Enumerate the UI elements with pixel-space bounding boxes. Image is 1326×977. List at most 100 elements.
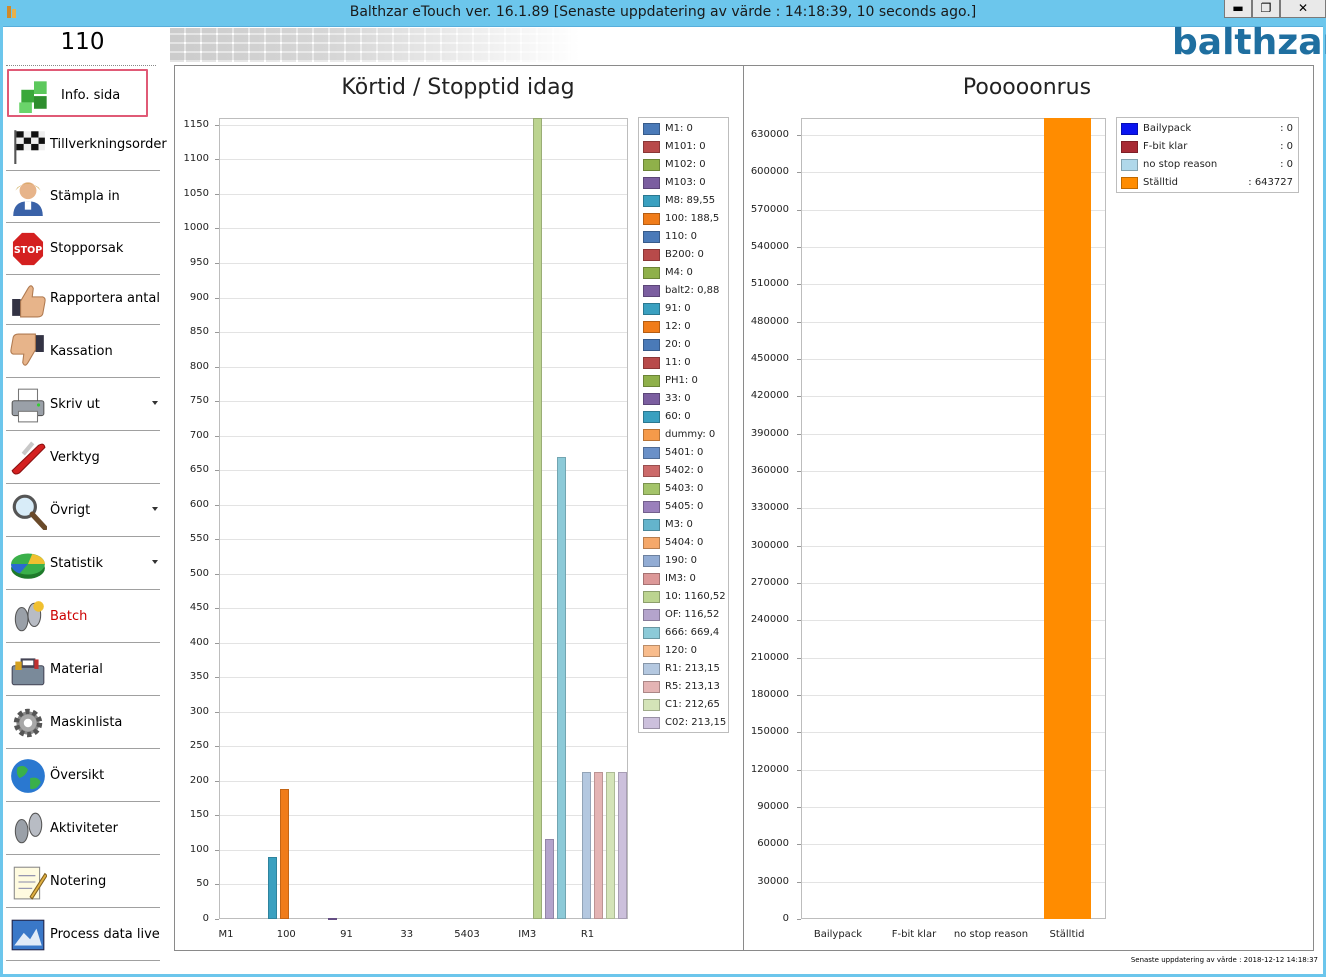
legend-label: 12: 0	[665, 321, 691, 332]
legend-item: 5405: 0	[643, 498, 729, 516]
gridline	[220, 435, 627, 437]
sidebar-item-notering[interactable]: Notering	[6, 856, 160, 908]
y-tick-mark	[215, 608, 219, 610]
y-tick-label: 250	[189, 740, 209, 752]
y-tick-label: 420000	[750, 390, 789, 402]
window-title-bar[interactable]: Balthzar eTouch ver. 16.1.89 [Senaste up…	[0, 0, 1326, 27]
sidebar-item-process-data-live[interactable]: Process data live	[6, 909, 160, 961]
sidebar-item-aktiviteter[interactable]: Aktiviteter	[6, 803, 160, 855]
gridline	[220, 849, 627, 851]
sidebar-item-skriv-ut[interactable]: Skriv ut	[6, 379, 160, 431]
y-tick-label: 1000	[183, 222, 209, 234]
sidebar-item-verktyg[interactable]: Verktyg	[6, 432, 160, 484]
gridline	[802, 321, 1105, 323]
sidebar-item-rapportera-antal[interactable]: Rapportera antal	[6, 273, 160, 325]
legend-label: 33: 0	[665, 393, 691, 404]
close-button[interactable]: ✕	[1280, 0, 1326, 18]
gridline	[802, 844, 1105, 846]
sidebar-item-övrigt[interactable]: Övrigt	[6, 485, 160, 537]
legend-item: C02: 213,15	[643, 714, 729, 732]
y-tick-label: 400	[189, 636, 209, 648]
legend-swatch	[643, 357, 660, 369]
legend-item: 91: 0	[643, 300, 729, 318]
sidebar-item-batch[interactable]: Batch	[6, 591, 160, 643]
gridline	[802, 209, 1105, 211]
y-tick-mark	[215, 815, 219, 817]
y-tick-mark	[797, 172, 801, 174]
legend-label: 666: 669,4	[665, 627, 720, 638]
gridline	[220, 608, 627, 610]
legend-label: 110: 0	[665, 231, 697, 242]
chart-bar	[581, 771, 591, 919]
x-tick-label: M1	[218, 929, 234, 940]
toolbox-icon	[11, 658, 45, 686]
y-tick-mark	[797, 284, 801, 286]
y-tick-label: 390000	[750, 427, 789, 439]
legend-item: OF: 116,52	[643, 606, 729, 624]
legend-label: M3: 0	[665, 519, 693, 530]
gridline	[802, 471, 1105, 473]
x-tick-label: IM3	[518, 929, 537, 940]
legend-swatch	[643, 195, 660, 207]
gridline	[220, 677, 627, 679]
maximize-button[interactable]: ❐	[1252, 0, 1280, 18]
chart-title: Körtid / Stopptid idag	[341, 75, 575, 100]
y-tick-mark	[797, 807, 801, 808]
sidebar-item-tillverkningsorder[interactable]: Tillverkningsorder	[6, 119, 167, 171]
y-tick-label: 480000	[750, 315, 789, 327]
sidebar: 110 Info. sida Tillverkningsorder Stämpla …	[4, 27, 167, 972]
gridline	[220, 711, 627, 713]
x-tick-label: 33	[400, 929, 414, 940]
y-tick-label: 200	[189, 774, 209, 786]
y-tick-mark	[797, 359, 801, 361]
sidebar-item-översikt[interactable]: Översikt	[6, 750, 160, 802]
y-tick-label: 360000	[750, 465, 789, 477]
sidebar-item-label: Batch	[50, 609, 88, 624]
notepad-icon	[13, 866, 47, 900]
sidebar-item-kassation[interactable]: Kassation	[6, 326, 160, 378]
y-tick-label: 330000	[750, 502, 789, 514]
y-tick-label: 800	[189, 360, 209, 372]
gridline	[802, 172, 1105, 174]
legend-label: 5404: 0	[665, 537, 704, 548]
x-tick-label: R1	[580, 929, 595, 940]
y-tick-mark	[797, 508, 801, 510]
y-tick-mark	[215, 366, 219, 368]
legend-swatch	[1121, 141, 1138, 153]
y-tick-mark	[215, 470, 219, 472]
legend-swatch	[643, 393, 660, 405]
y-tick-mark	[215, 297, 219, 299]
minimize-button[interactable]: ▬	[1224, 0, 1252, 18]
legend-label: M102: 0	[665, 159, 706, 170]
chart-bar	[557, 456, 567, 919]
legend-item: dummy: 0	[643, 426, 729, 444]
y-tick-mark	[215, 159, 219, 161]
legend-label: Bailypack	[1143, 123, 1192, 134]
checkered-flag-icon	[14, 130, 45, 164]
sidebar-item-stämpla-in[interactable]: Stämpla in	[6, 171, 160, 223]
x-tick-label: F-bit klar	[891, 929, 937, 940]
y-tick-mark	[215, 193, 219, 195]
divider	[6, 65, 156, 66]
chart-bar	[328, 918, 338, 920]
legend-item: 20: 0	[643, 336, 729, 354]
legend-item: 5401: 0	[643, 444, 729, 462]
sidebar-item-info-sida[interactable]: Info. sida	[7, 69, 148, 117]
sidebar-item-stopporsak[interactable]: STOP Stopporsak	[6, 223, 160, 275]
gridline	[802, 620, 1105, 622]
sidebar-item-material[interactable]: Material	[6, 644, 160, 696]
y-tick-mark	[215, 711, 219, 713]
footprints-icon	[14, 812, 43, 844]
sidebar-item-statistik[interactable]: Statistik	[6, 538, 160, 590]
legend-label: C1: 212,65	[665, 699, 720, 710]
gridline	[802, 247, 1105, 249]
legend-swatch	[643, 123, 660, 135]
gridline	[220, 193, 627, 195]
legend-label: IM3: 0	[665, 573, 696, 584]
legend-item: M1: 0	[643, 120, 729, 138]
y-tick-label: 600000	[750, 166, 789, 178]
y-tick-label: 700	[189, 429, 209, 441]
sidebar-item-maskinlista[interactable]: Maskinlista	[6, 697, 160, 749]
y-tick-label: 1050	[183, 187, 209, 199]
machine-id: 110	[60, 29, 105, 55]
